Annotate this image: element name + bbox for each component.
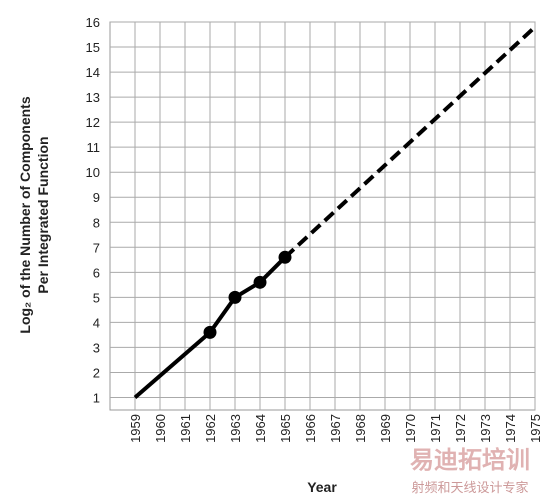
x-tick-label: 1964 [253, 414, 268, 443]
x-tick-label: 1967 [328, 414, 343, 443]
watermark: 易迪拓培训 [410, 446, 530, 474]
data-point [253, 275, 267, 289]
y-tick-label: 6 [93, 265, 100, 280]
x-tick-label: 1968 [353, 414, 368, 443]
x-tick-label: 1960 [153, 414, 168, 443]
x-tick-label: 1962 [203, 414, 218, 443]
x-tick-label: 1963 [228, 414, 243, 443]
plot-frame [109, 21, 536, 411]
watermark: 射频和天线设计专家 [411, 480, 528, 495]
y-tick-label: 8 [93, 215, 100, 230]
y-tick-label: 3 [93, 340, 100, 355]
y-tick-label: 5 [93, 290, 100, 305]
data-point [228, 290, 242, 304]
y-tick-label: 1 [93, 390, 100, 405]
y-tick-label: 15 [86, 40, 100, 55]
y-tick-label: 12 [86, 115, 100, 130]
y-axis-title: Log₂ of the Number of Components [17, 96, 33, 333]
x-tick-label: 1961 [178, 414, 193, 443]
y-tick-label: 7 [93, 240, 100, 255]
data-point [203, 325, 217, 339]
x-tick-label: 1971 [428, 414, 443, 443]
y-tick-label: 13 [86, 90, 100, 105]
x-tick-label: 1974 [503, 414, 518, 443]
y-tick-label: 2 [93, 365, 100, 380]
x-tick-label: 1973 [478, 414, 493, 443]
x-tick-label: 1975 [528, 414, 543, 443]
y-tick-label: 16 [86, 15, 100, 30]
x-tick-label: 1969 [378, 414, 393, 443]
x-tick-label: 1966 [303, 414, 318, 443]
y-tick-label: 11 [87, 140, 101, 155]
y-tick-label: 14 [86, 65, 100, 80]
y-tick-label: 9 [93, 190, 100, 205]
x-axis-title: Year [307, 479, 337, 495]
x-tick-label: 1959 [128, 414, 143, 443]
x-tick-label: 1970 [403, 414, 418, 443]
y-tick-label: 4 [93, 315, 100, 330]
x-tick-label: 1972 [453, 414, 468, 443]
data-line [283, 25, 537, 259]
y-axis-title: Per Integrated Function [35, 136, 51, 293]
x-tick-label: 1965 [278, 414, 293, 443]
y-tick-label: 10 [86, 165, 100, 180]
